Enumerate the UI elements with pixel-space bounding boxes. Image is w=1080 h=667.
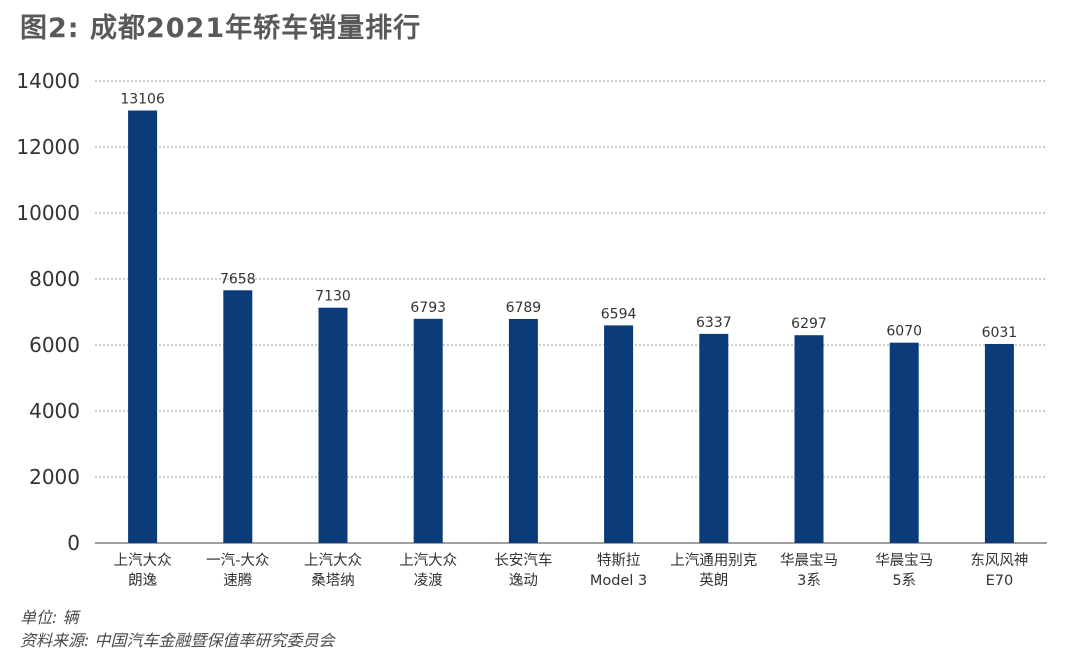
- data-label: 6594: [601, 306, 637, 322]
- data-label: 13106: [120, 92, 165, 108]
- gridlines: [95, 80, 1047, 544]
- data-label: 6789: [506, 300, 542, 316]
- x-tick-label: 华晨宝马: [875, 552, 933, 569]
- x-tick-label: 上汽通用别克: [670, 552, 757, 569]
- bar: [984, 343, 1014, 543]
- y-tick-label: 0: [67, 531, 80, 555]
- x-tick-label: 上汽大众: [304, 552, 362, 569]
- x-tick-label: 5系: [892, 572, 916, 589]
- bars: [128, 110, 1014, 543]
- bar: [508, 318, 538, 543]
- data-label: 6793: [410, 300, 446, 316]
- x-tick-label: 逸动: [509, 572, 538, 589]
- y-tick-label: 8000: [29, 267, 80, 291]
- data-label: 7658: [220, 271, 256, 287]
- y-tick-label: 2000: [29, 465, 80, 489]
- data-labels: 13106 7658 7130 6793 6789 6594 6337 6297 6070 603…: [120, 92, 1017, 341]
- bar: [699, 333, 729, 543]
- x-tick-label: 3系: [797, 572, 821, 589]
- x-tick-label: 朗逸: [128, 572, 157, 589]
- x-tick-label: 华晨宝马: [780, 552, 838, 569]
- y-tick-label: 12000: [16, 135, 80, 159]
- bar: [604, 325, 634, 543]
- x-tick-label: 一汽-大众: [206, 552, 269, 569]
- x-tick-label: E70: [986, 573, 1014, 589]
- data-label: 6031: [982, 325, 1018, 341]
- y-tick-label: 14000: [16, 69, 80, 93]
- chart-title: 图2: 成都2021年轿车销量排行: [20, 13, 422, 44]
- y-tick-label: 4000: [29, 399, 80, 423]
- data-label: 6337: [696, 315, 732, 331]
- data-label: 6297: [791, 316, 827, 332]
- y-tick-label: 10000: [16, 201, 80, 225]
- bar: [794, 335, 824, 543]
- y-tick-label: 6000: [29, 333, 80, 357]
- data-label: 6070: [886, 324, 922, 340]
- bar: [128, 110, 158, 543]
- bar: [223, 290, 253, 543]
- data-label: 7130: [315, 289, 351, 305]
- x-tick-label: Model 3: [590, 573, 647, 589]
- x-tick-label: 凌渡: [414, 572, 443, 589]
- x-tick-label: 上汽大众: [114, 552, 172, 569]
- x-tick-label: 速腾: [223, 572, 252, 589]
- x-tick-label: 上汽大众: [399, 552, 457, 569]
- bar: [413, 318, 443, 543]
- x-tick-label: 特斯拉: [597, 552, 641, 569]
- bar: [889, 342, 919, 543]
- bar-chart: 0 2000 4000 6000 8000 10000 12000 14000 13106 76…: [16, 69, 1047, 589]
- y-axis-ticks: 0 2000 4000 6000 8000 10000 12000 14000: [16, 69, 80, 555]
- bar: [318, 307, 348, 543]
- x-tick-label: 东风风神: [970, 552, 1028, 569]
- x-tick-label: 英朗: [699, 571, 728, 589]
- x-tick-label: 桑塔纳: [311, 572, 355, 589]
- source-note: 资料来源: 中国汽车金融暨保值率研究委员会: [20, 631, 335, 650]
- unit-note: 单位: 辆: [20, 608, 79, 627]
- x-tick-label: 长安汽车: [494, 552, 552, 569]
